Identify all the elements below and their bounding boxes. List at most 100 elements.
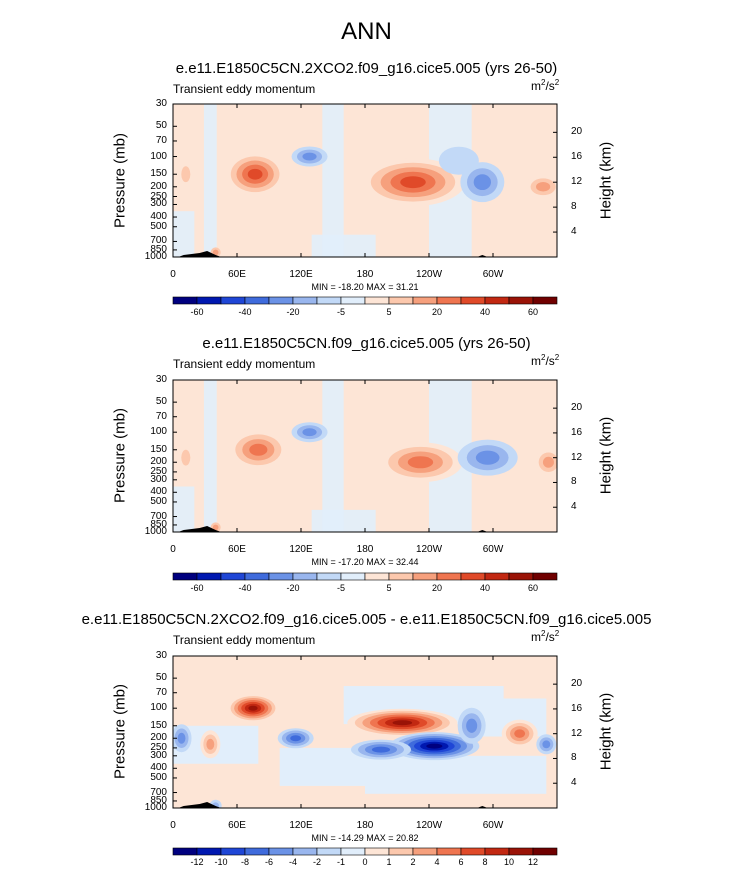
lon-tick-label: 60W <box>482 544 504 555</box>
colorbar-swatch <box>340 296 366 305</box>
contour-fill <box>173 380 557 532</box>
weak-negative-band <box>322 104 344 257</box>
colorbar-tick-label: -2 <box>312 857 321 867</box>
contour-feature-8-level-2 <box>177 732 186 744</box>
topography <box>178 802 221 808</box>
units-part: /s <box>545 79 555 93</box>
colorbar-tick-label: 5 <box>386 583 392 593</box>
pressure-tick-label: 500 <box>150 220 167 232</box>
colorbar-tick-label: 10 <box>503 857 514 867</box>
panel-title: e.e11.E1850C5CN.2XCO2.f09_g16.cice5.005 … <box>175 60 558 77</box>
height-tick-label: 12 <box>571 176 583 188</box>
colorbar-swatch <box>316 847 342 856</box>
colorbar-swatch <box>244 296 270 305</box>
panel-title: e.e11.E1850C5CN.2XCO2.f09_g16.cice5.005 … <box>81 611 652 628</box>
contour-feature-10-level-2 <box>466 718 478 733</box>
colorbar-tick-label: 40 <box>479 307 490 317</box>
contour-feature-3-level-6 <box>426 743 443 749</box>
pressure-tick-label: 200 <box>150 732 167 744</box>
pressure-tick-label: 250 <box>150 741 167 753</box>
colorbar-swatch <box>532 847 558 856</box>
colorbar <box>172 572 558 581</box>
pressure-tick-label: 700 <box>150 235 167 247</box>
contour-fill <box>173 656 557 808</box>
colorbar-swatch <box>220 296 246 305</box>
contour-feature-3-level-2 <box>473 174 492 191</box>
pressure-tick-label: 100 <box>150 150 167 162</box>
lon-tick-label: 120W <box>415 820 443 831</box>
contour-feature-4-level-2 <box>302 428 317 437</box>
pressure-tick-label: 70 <box>155 134 167 146</box>
lon-tick-label: 180 <box>356 820 374 831</box>
colorbar-tick-label: 60 <box>527 307 538 317</box>
colorbar-tick-label: 4 <box>434 857 440 867</box>
pressure-tick-label: 850 <box>150 794 167 806</box>
pressure-tick-label: 300 <box>150 749 167 761</box>
colorbar-tick-label: -60 <box>190 307 204 317</box>
colorbar <box>172 847 558 856</box>
height-tick-label: 16 <box>571 426 583 438</box>
contour-feature-1-level-6 <box>248 705 258 711</box>
pressure-tick-label: 100 <box>150 702 167 714</box>
colorbar-swatch <box>268 572 294 581</box>
colorbar-swatch <box>340 847 366 856</box>
units-part: 2 <box>554 78 560 87</box>
pressure-tick-label: 850 <box>150 518 167 530</box>
colorbar-swatch <box>292 572 318 581</box>
colorbar-swatch <box>460 847 486 856</box>
colorbar-tick-label: -60 <box>190 583 204 593</box>
colorbar-swatch <box>388 572 414 581</box>
colorbar-swatch <box>172 296 198 305</box>
contour-feature-6-level-1 <box>181 166 191 183</box>
pressure-tick-label: 70 <box>155 410 167 422</box>
pressure-tick-label: 400 <box>150 486 167 498</box>
units-label: m2/s2 <box>531 78 559 93</box>
colorbar-tick-label: -6 <box>264 857 273 867</box>
colorbar-swatch <box>412 572 438 581</box>
colorbar-tick-label: -20 <box>286 307 300 317</box>
colorbar-tick-label: 12 <box>527 857 538 867</box>
lon-tick-label: 120E <box>289 269 313 280</box>
pressure-tick-label: 850 <box>150 243 167 255</box>
colorbar-tick-label: 1 <box>386 857 392 867</box>
colorbar-swatch <box>532 296 558 305</box>
height-tick-label: 12 <box>571 727 583 739</box>
pressure-tick-label: 300 <box>150 473 167 485</box>
lon-tick-label: 60E <box>228 269 246 280</box>
units-part: 2 <box>554 629 560 638</box>
contour-feature-5-level-2 <box>536 182 551 192</box>
pressure-tick-label: 30 <box>155 98 167 109</box>
min-max-stats: MIN = -14.29 MAX = 20.82 <box>311 833 419 843</box>
height-tick-label: 8 <box>571 476 577 488</box>
weak-negative-band <box>322 380 344 532</box>
colorbar-tick-label: -5 <box>336 307 345 317</box>
colorbar-tick-label: -8 <box>240 857 249 867</box>
lon-tick-label: 60W <box>482 269 504 280</box>
contour-feature-3-level-2 <box>475 450 500 465</box>
pressure-tick-label: 250 <box>150 190 167 202</box>
lon-tick-label: 60E <box>228 820 246 831</box>
contour-panel-1 <box>172 103 558 258</box>
colorbar-swatch <box>436 296 462 305</box>
colorbar-tick-label: 20 <box>431 307 442 317</box>
units-label: m2/s2 <box>531 353 559 368</box>
lon-tick-label: 120W <box>415 269 443 280</box>
pressure-tick-label: 1000 <box>144 526 167 537</box>
colorbar-swatch <box>268 847 294 856</box>
pressure-tick-label: 70 <box>155 686 167 698</box>
colorbar-swatch <box>436 847 462 856</box>
colorbar-tick-label: 8 <box>482 857 488 867</box>
height-tick-label: 20 <box>571 126 583 138</box>
colorbar-tick-label: 20 <box>431 583 442 593</box>
contour-feature-5-level-3 <box>290 735 302 742</box>
field-label: Transient eddy momentum <box>173 82 316 96</box>
height-tick-label: 4 <box>571 777 577 789</box>
weak-negative-band <box>311 234 376 257</box>
colorbar-swatch <box>388 296 414 305</box>
colorbar-swatch <box>196 572 222 581</box>
lon-tick-label: 180 <box>356 269 374 280</box>
units-part: 2 <box>541 629 546 638</box>
topography <box>178 526 221 532</box>
min-max-stats: MIN = -18.20 MAX = 31.21 <box>311 282 419 292</box>
colorbar-tick-label: -10 <box>214 857 228 867</box>
